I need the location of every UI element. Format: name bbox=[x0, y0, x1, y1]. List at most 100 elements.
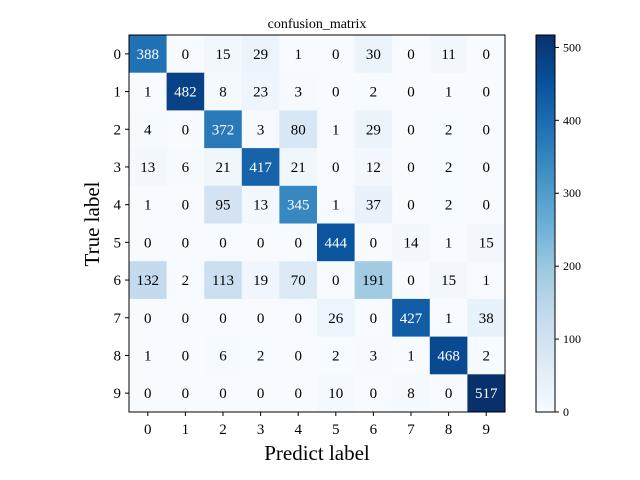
y-tick-label: 7 bbox=[114, 311, 122, 327]
heatmap-cell bbox=[166, 185, 205, 224]
heatmap-cell bbox=[166, 223, 205, 262]
y-tick-label: 3 bbox=[114, 160, 122, 176]
heatmap-cell bbox=[317, 298, 356, 338]
y-tick-label: 2 bbox=[114, 122, 122, 138]
heatmap-cell bbox=[129, 223, 168, 262]
cell-value-label: 13 bbox=[253, 198, 268, 214]
y-axis-label: True label bbox=[80, 181, 104, 266]
cell-value-label: 14 bbox=[404, 235, 420, 251]
cell-value-label: 517 bbox=[475, 386, 498, 402]
cell-value-label: 29 bbox=[253, 47, 268, 63]
heatmap-cell bbox=[317, 374, 356, 413]
cell-value-label: 11 bbox=[441, 47, 455, 63]
heatmap-cell bbox=[429, 261, 468, 300]
cell-value-label: 0 bbox=[219, 235, 227, 251]
x-tick-label: 6 bbox=[370, 422, 378, 438]
heatmap-cell bbox=[166, 110, 205, 149]
cell-value-label: 0 bbox=[445, 386, 453, 402]
heatmap-cell bbox=[279, 185, 318, 224]
cell-value-label: 0 bbox=[407, 85, 415, 101]
cell-value-label: 0 bbox=[332, 47, 340, 63]
colorbar-tick-label: 500 bbox=[563, 40, 581, 54]
x-tick-label: 8 bbox=[445, 422, 453, 438]
heatmap-cell bbox=[354, 223, 393, 262]
heatmap-cell bbox=[392, 110, 431, 149]
heatmap-cell bbox=[354, 148, 393, 187]
x-tick-label: 1 bbox=[182, 422, 190, 438]
heatmap-cell bbox=[467, 261, 506, 300]
heatmap-cell bbox=[429, 298, 468, 338]
cell-value-label: 345 bbox=[287, 198, 310, 214]
heatmap-cell bbox=[129, 72, 168, 111]
heatmap-cell bbox=[429, 35, 468, 74]
heatmap-cell bbox=[129, 35, 168, 74]
cell-value-label: 0 bbox=[182, 348, 190, 364]
heatmap-cell bbox=[204, 110, 243, 149]
heatmap-cell bbox=[429, 374, 468, 413]
x-tick-label: 2 bbox=[219, 422, 227, 438]
heatmap-cell bbox=[354, 374, 393, 413]
cell-value-label: 372 bbox=[212, 122, 235, 138]
cell-value-label: 1 bbox=[482, 273, 490, 289]
cell-value-label: 0 bbox=[144, 235, 152, 251]
heatmap-cell bbox=[354, 35, 393, 74]
cell-value-label: 3 bbox=[257, 122, 265, 138]
cell-value-label: 2 bbox=[332, 348, 340, 364]
heatmap-cell bbox=[429, 148, 468, 187]
cell-value-label: 0 bbox=[482, 122, 490, 138]
heatmap-cell bbox=[129, 148, 168, 187]
cell-value-label: 0 bbox=[482, 47, 490, 63]
heatmap-cell bbox=[317, 35, 356, 74]
heatmap-cell bbox=[392, 336, 431, 375]
heatmap-cell bbox=[354, 261, 393, 300]
cell-value-label: 23 bbox=[253, 85, 268, 101]
heatmap-cell bbox=[204, 35, 243, 74]
cell-value-label: 1 bbox=[445, 311, 453, 327]
heatmap-cell bbox=[467, 148, 506, 187]
heatmap-cell bbox=[467, 185, 506, 224]
heatmap-cell bbox=[354, 110, 393, 149]
cell-value-label: 0 bbox=[257, 311, 265, 327]
heatmap-cell bbox=[429, 185, 468, 224]
heatmap-cell bbox=[241, 148, 280, 187]
y-tick-label: 6 bbox=[114, 273, 122, 289]
y-tick-label: 9 bbox=[114, 386, 122, 402]
heatmap-cell bbox=[392, 298, 431, 338]
heatmap-cell bbox=[317, 336, 356, 375]
heatmap-cell bbox=[317, 223, 356, 262]
heatmap-cell bbox=[392, 148, 431, 187]
heatmap-cell bbox=[241, 336, 280, 375]
heatmap-cell bbox=[467, 223, 506, 262]
cell-value-label: 0 bbox=[144, 386, 152, 402]
cell-value-label: 13 bbox=[140, 160, 155, 176]
heatmap-cell bbox=[129, 110, 168, 149]
cell-value-label: 0 bbox=[407, 198, 415, 214]
heatmap-cell bbox=[279, 35, 318, 74]
heatmap-cell bbox=[317, 110, 356, 149]
heatmap-cell bbox=[317, 261, 356, 300]
cell-value-label: 0 bbox=[294, 348, 302, 364]
heatmap-cell bbox=[279, 298, 318, 338]
heatmap-cell bbox=[392, 72, 431, 111]
heatmap-cell bbox=[317, 72, 356, 111]
heatmap-cell bbox=[166, 72, 205, 111]
heatmap-cell bbox=[241, 110, 280, 149]
heatmap-cell bbox=[392, 185, 431, 224]
cell-value-label: 1 bbox=[445, 235, 453, 251]
heatmap-cell bbox=[129, 185, 168, 224]
cell-value-label: 0 bbox=[182, 122, 190, 138]
heatmap-cell bbox=[129, 336, 168, 375]
heatmap-cell bbox=[467, 336, 506, 375]
plot-frame bbox=[128, 34, 506, 413]
cell-value-label: 0 bbox=[294, 311, 302, 327]
cell-value-label: 0 bbox=[257, 235, 265, 251]
heatmap-cell bbox=[467, 110, 506, 149]
cell-value-label: 2 bbox=[182, 273, 190, 289]
cell-value-label: 21 bbox=[291, 160, 306, 176]
heatmap-cell bbox=[354, 72, 393, 111]
heatmap-cell bbox=[241, 185, 280, 224]
cell-value-label: 80 bbox=[291, 122, 306, 138]
cell-value-label: 0 bbox=[370, 311, 378, 327]
cell-value-label: 427 bbox=[400, 311, 423, 327]
